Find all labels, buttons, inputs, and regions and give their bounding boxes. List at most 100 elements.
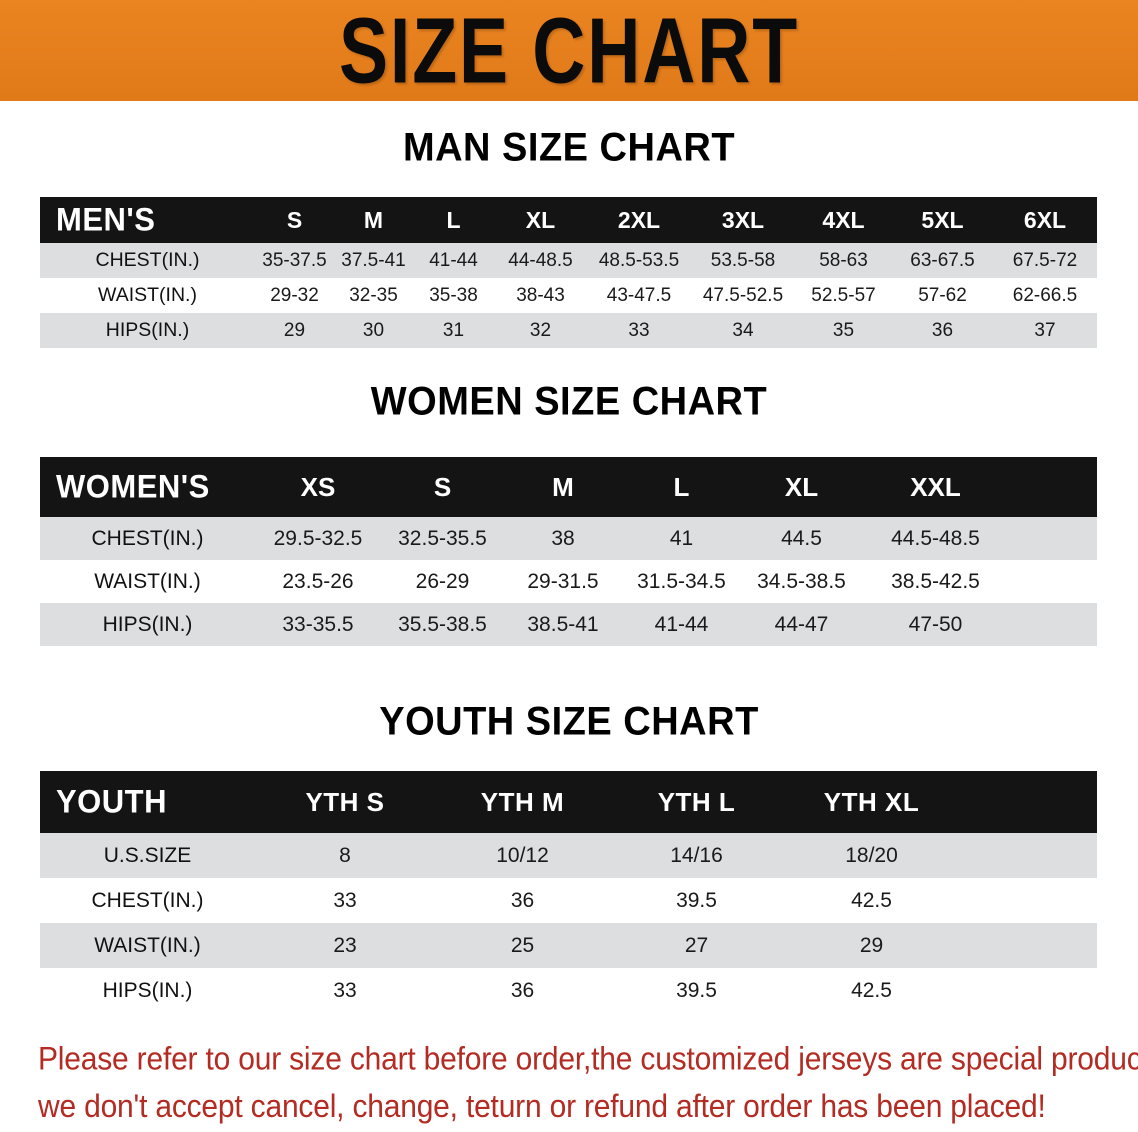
table-cell: 35-38 bbox=[429, 284, 478, 306]
table-cell: 27 bbox=[684, 933, 709, 957]
youth-table-body: U.S.SIZE 8 10/12 14/16 18/20 CHEST(IN.) … bbox=[40, 833, 1097, 1013]
youth-table-header: YOUTH YTH S YTH M YTH L YTH XL bbox=[40, 771, 1097, 833]
men-col-header: L bbox=[446, 206, 461, 233]
table-cell: 53.5-58 bbox=[710, 249, 776, 271]
youth-col-header: YTH S bbox=[305, 786, 385, 817]
row-label: CHEST(IN.) bbox=[95, 249, 200, 271]
men-col-header: 3XL bbox=[721, 206, 765, 233]
section-title-women: WOMEN SIZE CHART bbox=[370, 379, 768, 425]
table-cell: 36 bbox=[931, 319, 954, 341]
header-spacer bbox=[960, 771, 1097, 833]
table-row: HIPS(IN.) 29 30 31 32 33 34 35 36 37 bbox=[40, 313, 1097, 348]
table-cell: 67.5-72 bbox=[1012, 249, 1078, 271]
women-size-table: WOMEN'S XS S M L XL XXL CHEST(IN.) 29.5-… bbox=[40, 457, 1097, 646]
table-cell: 43-47.5 bbox=[606, 284, 672, 306]
table-cell: 34 bbox=[732, 319, 754, 341]
table-cell: 38.5-42.5 bbox=[891, 569, 980, 593]
table-row: U.S.SIZE 8 10/12 14/16 18/20 bbox=[40, 833, 1097, 878]
cell-spacer bbox=[1009, 560, 1097, 603]
table-cell: 29 bbox=[859, 933, 884, 957]
table-cell: 52.5-57 bbox=[811, 284, 876, 306]
row-label: HIPS(IN.) bbox=[102, 978, 193, 1002]
youth-col-header: YTH L bbox=[657, 786, 736, 817]
table-cell: 33 bbox=[628, 319, 650, 341]
table-cell: 33-35.5 bbox=[282, 612, 354, 636]
women-col-header: XL bbox=[784, 471, 819, 502]
table-row: CHEST(IN.) 33 36 39.5 42.5 bbox=[40, 878, 1097, 923]
table-cell: 44-47 bbox=[774, 612, 829, 636]
table-cell: 44-48.5 bbox=[508, 249, 573, 271]
table-header-row: WOMEN'S XS S M L XL XXL bbox=[40, 457, 1097, 517]
cell-spacer bbox=[1009, 517, 1097, 560]
table-cell: 29-32 bbox=[270, 284, 319, 306]
men-col-header: 4XL bbox=[822, 206, 865, 233]
table-row: CHEST(IN.) 35-37.5 37.5-41 41-44 44-48.5… bbox=[40, 243, 1097, 278]
men-col-header: S bbox=[286, 206, 303, 233]
table-cell: 57-62 bbox=[918, 284, 967, 306]
table-row: HIPS(IN.) 33-35.5 35.5-38.5 38.5-41 41-4… bbox=[40, 603, 1097, 646]
table-cell: 48.5-53.5 bbox=[598, 249, 680, 271]
row-label: U.S.SIZE bbox=[103, 843, 192, 867]
disclaimer-line-2: we don't accept cancel, change, teturn o… bbox=[38, 1088, 1046, 1125]
cell-spacer bbox=[960, 923, 1097, 968]
table-cell: 58-63 bbox=[819, 249, 868, 271]
women-col-header: M bbox=[552, 471, 574, 502]
table-row: WAIST(IN.) 23.5-26 26-29 29-31.5 31.5-34… bbox=[40, 560, 1097, 603]
men-table-body: CHEST(IN.) 35-37.5 37.5-41 41-44 44-48.5… bbox=[40, 243, 1097, 348]
table-cell: 8 bbox=[339, 843, 351, 867]
table-cell: 26-29 bbox=[415, 569, 470, 593]
table-cell: 47-50 bbox=[908, 612, 963, 636]
table-cell: 63-67.5 bbox=[910, 249, 975, 271]
women-col-header: L bbox=[673, 471, 690, 502]
table-cell: 44.5 bbox=[781, 526, 822, 550]
women-table-header: WOMEN'S XS S M L XL XXL bbox=[40, 457, 1097, 517]
table-cell: 37.5-41 bbox=[341, 249, 406, 271]
men-col-header: M bbox=[363, 206, 384, 233]
women-col-header: XS bbox=[300, 471, 336, 502]
youth-col-header: YTH XL bbox=[823, 786, 920, 817]
table-cell: 31 bbox=[442, 319, 465, 341]
table-row: WAIST(IN.) 23 25 27 29 bbox=[40, 923, 1097, 968]
row-label: CHEST(IN.) bbox=[91, 526, 204, 550]
table-cell: 23 bbox=[333, 933, 357, 957]
table-cell: 25 bbox=[510, 933, 535, 957]
header-spacer bbox=[1009, 457, 1097, 517]
table-cell: 38 bbox=[551, 526, 575, 550]
table-cell: 30 bbox=[362, 319, 385, 341]
men-table-header: MEN'S S M L XL 2XL 3XL 4XL 5XL 6XL bbox=[40, 197, 1097, 243]
men-col-header: XL bbox=[525, 206, 556, 233]
youth-size-table: YOUTH YTH S YTH M YTH L YTH XL U.S.SIZE … bbox=[40, 771, 1097, 1013]
table-cell: 35 bbox=[832, 319, 855, 341]
youth-col-header: YTH M bbox=[480, 786, 565, 817]
table-cell: 36 bbox=[510, 978, 535, 1002]
table-cell: 35-37.5 bbox=[262, 249, 327, 271]
table-cell: 32.5-35.5 bbox=[398, 526, 487, 550]
cell-spacer bbox=[1009, 603, 1097, 646]
row-label: WAIST(IN.) bbox=[94, 569, 201, 593]
section-title-man: MAN SIZE CHART bbox=[402, 125, 736, 171]
table-cell: 38-43 bbox=[516, 284, 565, 306]
table-cell: 10/12 bbox=[496, 843, 549, 867]
table-cell: 32 bbox=[529, 319, 552, 341]
table-cell: 42.5 bbox=[851, 888, 892, 912]
section-title-youth: YOUTH SIZE CHART bbox=[379, 699, 759, 745]
page-banner: SIZE CHART bbox=[0, 0, 1138, 101]
table-cell: 41-44 bbox=[429, 249, 478, 271]
table-cell: 33 bbox=[333, 888, 357, 912]
table-cell: 38.5-41 bbox=[527, 612, 599, 636]
table-cell: 14/16 bbox=[670, 843, 723, 867]
table-cell: 29 bbox=[283, 319, 306, 341]
table-cell: 36 bbox=[510, 888, 535, 912]
table-cell: 34.5-38.5 bbox=[757, 569, 846, 593]
table-cell: 42.5 bbox=[851, 978, 892, 1002]
table-row: CHEST(IN.) 29.5-32.5 32.5-35.5 38 41 44.… bbox=[40, 517, 1097, 560]
row-label: HIPS(IN.) bbox=[102, 612, 193, 636]
men-col-header: 5XL bbox=[921, 206, 964, 233]
row-label: HIPS(IN.) bbox=[105, 319, 190, 341]
table-header-row: MEN'S S M L XL 2XL 3XL 4XL 5XL 6XL bbox=[40, 197, 1097, 243]
table-cell: 35.5-38.5 bbox=[398, 612, 487, 636]
table-header-row: YOUTH YTH S YTH M YTH L YTH XL bbox=[40, 771, 1097, 833]
table-cell: 41 bbox=[669, 526, 694, 550]
table-row: HIPS(IN.) 33 36 39.5 42.5 bbox=[40, 968, 1097, 1013]
